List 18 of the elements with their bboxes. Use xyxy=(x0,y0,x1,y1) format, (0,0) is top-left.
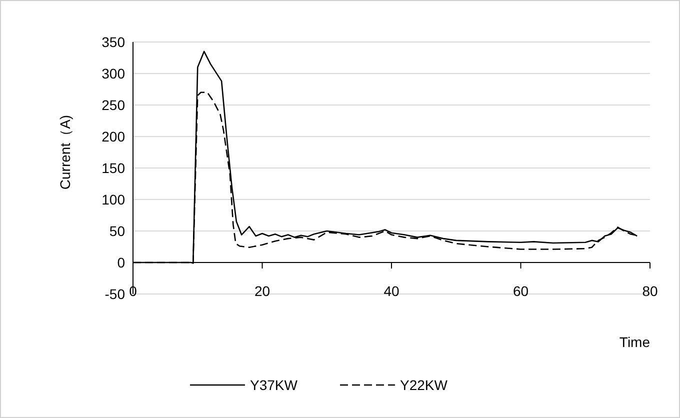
y-tick-label: 250 xyxy=(102,97,126,113)
y-tick-label: 200 xyxy=(102,128,126,144)
x-tick-label: 0 xyxy=(129,283,138,299)
y-tick-label: 100 xyxy=(102,192,126,208)
y-tick-label: 0 xyxy=(117,254,126,270)
x-tick-label: 20 xyxy=(254,283,270,299)
y-tick-label: 350 xyxy=(102,34,126,50)
y-tick-label: 50 xyxy=(109,223,126,239)
y-tick-label: 150 xyxy=(102,160,126,176)
x-tick-label: 40 xyxy=(384,283,400,299)
y-tick-label: 300 xyxy=(102,66,126,82)
legend-label: Y37KW xyxy=(250,377,298,393)
y-tick-label: -50 xyxy=(104,286,126,302)
x-tick-label: 60 xyxy=(512,283,529,299)
legend-label: Y22KW xyxy=(400,377,448,393)
y-axis-title: Current（A) xyxy=(57,114,73,190)
x-tick-label: 80 xyxy=(642,283,658,299)
x-axis-title: Time xyxy=(619,334,650,350)
